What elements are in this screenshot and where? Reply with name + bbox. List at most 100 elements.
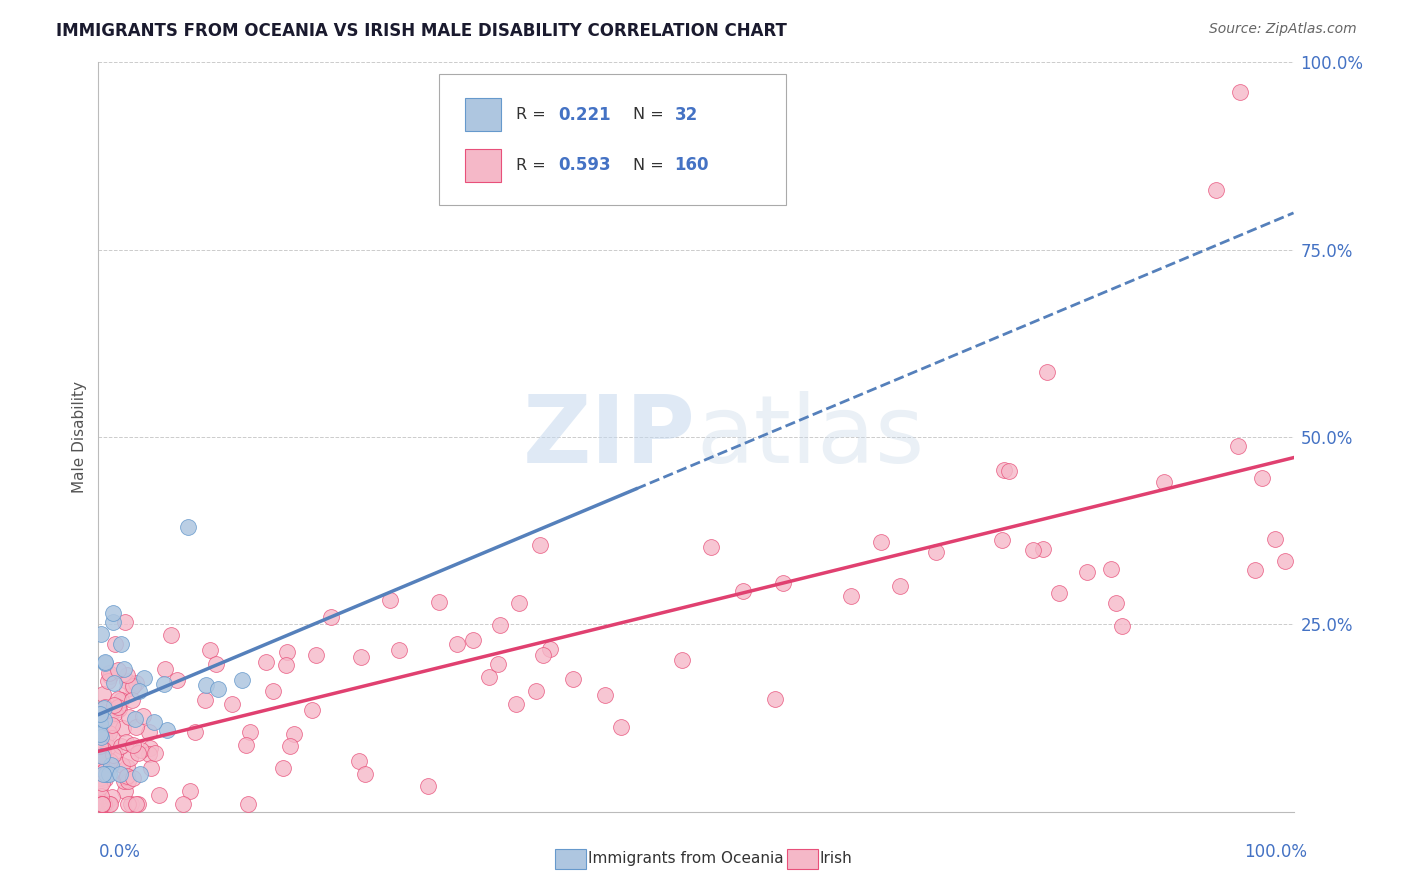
Point	[671, 653, 693, 667]
Point	[100, 790, 122, 805]
Point	[98, 754, 121, 768]
Point	[90, 730, 112, 744]
Text: ZIP: ZIP	[523, 391, 696, 483]
Point	[90, 797, 112, 812]
Point	[1104, 597, 1126, 611]
Point	[700, 540, 723, 554]
Point	[153, 676, 176, 690]
Point	[124, 713, 146, 727]
Bar	[465, 149, 501, 182]
Point	[1227, 439, 1250, 453]
Point	[127, 746, 149, 760]
Point	[143, 746, 166, 760]
Point	[115, 668, 138, 682]
Point	[141, 761, 163, 775]
Point	[446, 637, 468, 651]
Point	[110, 637, 132, 651]
Point	[101, 718, 124, 732]
Point	[107, 692, 129, 706]
Point	[111, 722, 134, 736]
Point	[90, 775, 112, 789]
Text: IMMIGRANTS FROM OCEANIA VS IRISH MALE DISABILITY CORRELATION CHART: IMMIGRANTS FROM OCEANIA VS IRISH MALE DI…	[56, 22, 787, 40]
Point	[139, 741, 162, 756]
Point	[98, 766, 121, 780]
Text: 0.221: 0.221	[558, 105, 612, 123]
Point	[107, 702, 129, 716]
Point	[1250, 471, 1272, 485]
Point	[129, 767, 152, 781]
Point	[93, 797, 115, 812]
Point	[89, 716, 111, 731]
Point	[427, 595, 450, 609]
Point	[416, 779, 439, 793]
Point	[118, 751, 141, 765]
Text: 100.0%: 100.0%	[1244, 843, 1308, 861]
Point	[110, 692, 132, 706]
Point	[114, 615, 136, 629]
Point	[89, 727, 111, 741]
Point	[98, 719, 121, 733]
Point	[1229, 86, 1251, 100]
Point	[160, 628, 183, 642]
Point	[90, 797, 112, 812]
Point	[103, 676, 125, 690]
Point	[131, 743, 153, 757]
Point	[114, 784, 136, 798]
Point	[262, 684, 284, 698]
Point	[94, 699, 117, 714]
Point	[198, 643, 221, 657]
Point	[107, 699, 129, 714]
Point	[115, 673, 138, 688]
Point	[115, 769, 138, 783]
Point	[98, 797, 121, 812]
Point	[172, 797, 194, 812]
Text: 160: 160	[675, 156, 709, 175]
Point	[278, 739, 301, 753]
Point	[889, 579, 911, 593]
Point	[111, 757, 134, 772]
Point	[125, 797, 148, 812]
Point	[283, 727, 305, 741]
Point	[90, 752, 112, 766]
Point	[156, 723, 179, 738]
Point	[93, 764, 115, 779]
Point	[91, 797, 114, 812]
Point	[94, 797, 117, 812]
Point	[1205, 183, 1227, 197]
Point	[122, 771, 145, 785]
Point	[132, 671, 155, 685]
Point	[609, 720, 631, 734]
Point	[1111, 618, 1133, 632]
Point	[112, 662, 135, 676]
Point	[115, 735, 138, 749]
Point	[94, 656, 117, 670]
Point	[991, 533, 1014, 548]
Point	[101, 606, 124, 620]
Point	[97, 740, 120, 755]
Point	[998, 464, 1021, 478]
Point	[110, 739, 132, 753]
Point	[90, 789, 112, 803]
Point	[96, 753, 118, 767]
Point	[166, 673, 188, 688]
Point	[94, 797, 117, 812]
Bar	[465, 97, 501, 131]
Point	[89, 797, 111, 812]
Point	[733, 583, 755, 598]
Point	[562, 672, 585, 686]
Point	[91, 747, 114, 761]
Point	[94, 767, 117, 781]
Point	[273, 761, 295, 775]
Point	[131, 708, 153, 723]
Point	[89, 709, 111, 723]
Point	[104, 637, 127, 651]
Text: N =: N =	[633, 158, 668, 173]
Point	[117, 682, 139, 697]
Point	[98, 797, 121, 812]
Point	[184, 725, 207, 739]
Text: 0.593: 0.593	[558, 156, 612, 175]
Point	[90, 759, 112, 773]
Point	[97, 674, 120, 689]
Text: R =: R =	[516, 107, 550, 122]
Point	[114, 770, 136, 784]
